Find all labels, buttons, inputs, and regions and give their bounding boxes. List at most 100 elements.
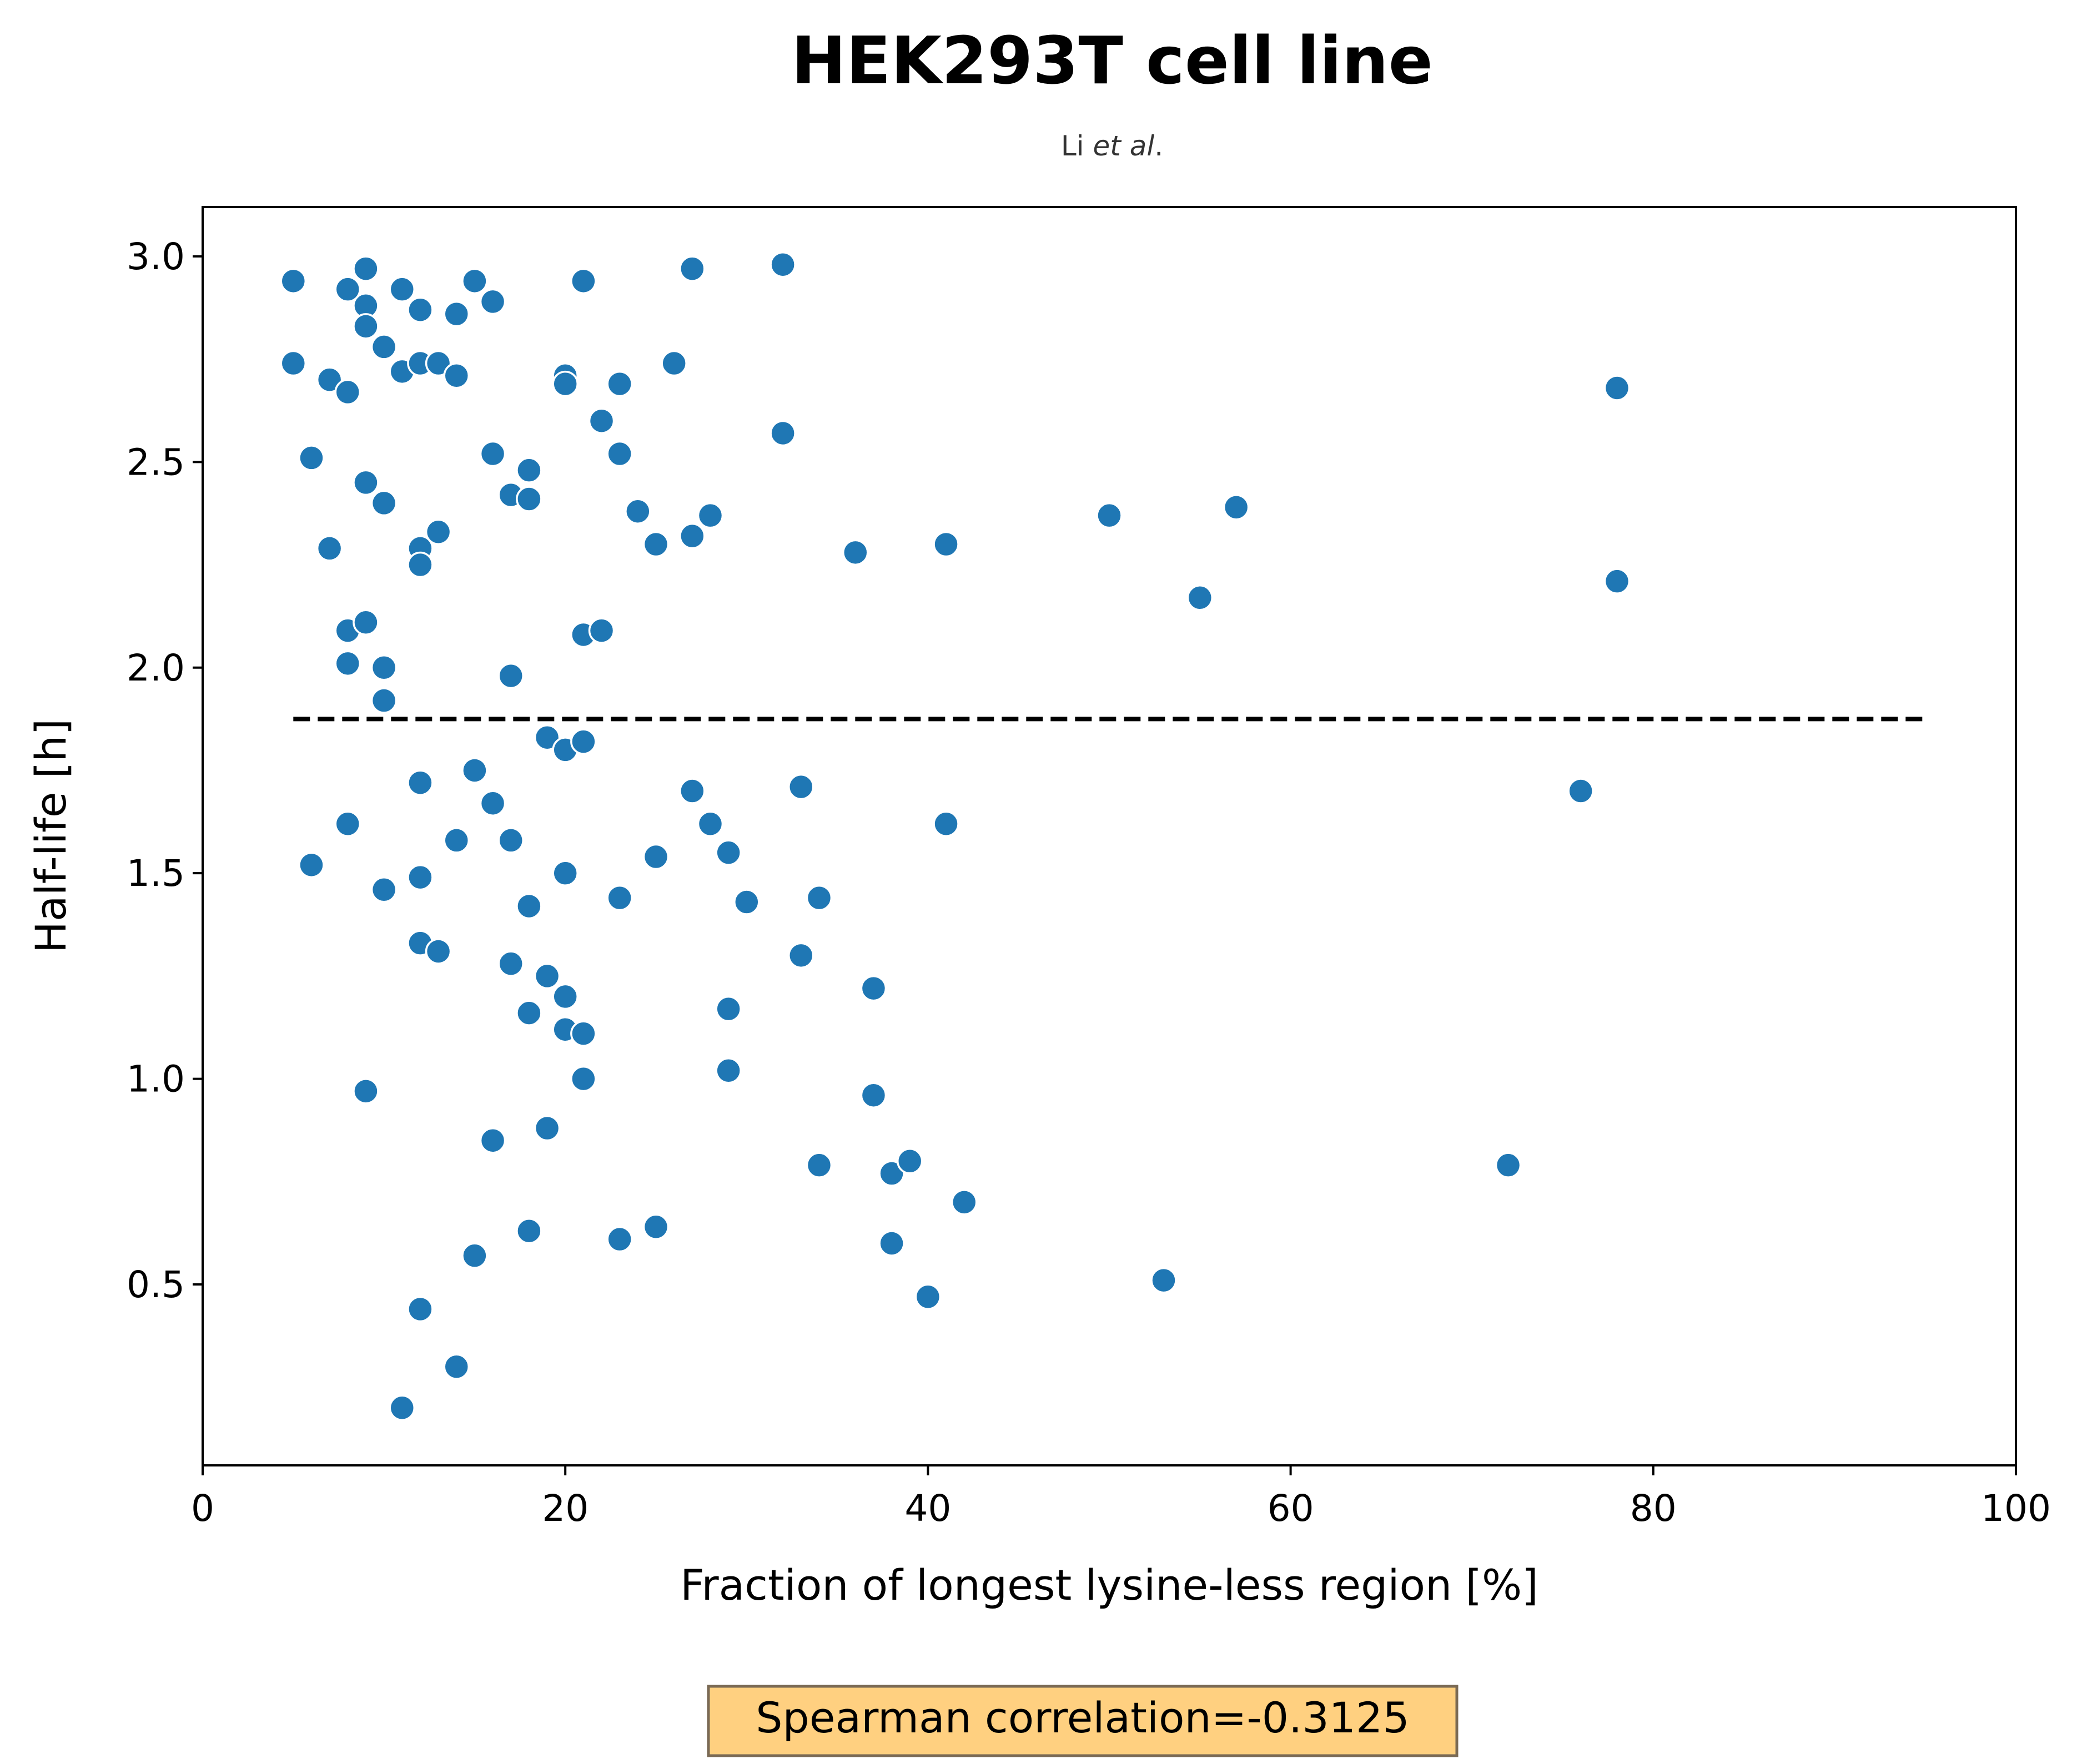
data-point bbox=[679, 778, 706, 804]
data-point bbox=[1150, 1267, 1177, 1294]
data-point bbox=[1096, 502, 1123, 529]
chart-title: HEK293T cell line bbox=[791, 22, 1433, 99]
subtitle-et-al: et al bbox=[1093, 130, 1154, 162]
data-point bbox=[534, 724, 561, 751]
data-point bbox=[642, 1213, 670, 1241]
data-point bbox=[534, 1115, 561, 1142]
data-point bbox=[370, 654, 398, 681]
data-point bbox=[389, 276, 416, 303]
annotation-box bbox=[707, 1685, 1459, 1757]
data-point bbox=[316, 366, 343, 393]
data-point bbox=[516, 1000, 542, 1026]
data-point bbox=[497, 827, 524, 854]
data-point bbox=[280, 268, 307, 295]
data-point bbox=[552, 860, 579, 886]
data-point bbox=[570, 728, 597, 755]
data-point bbox=[479, 440, 506, 467]
x-axis-ticks: 0 20 40 60 80 100 bbox=[191, 1465, 2051, 1530]
data-point bbox=[788, 942, 814, 969]
data-points bbox=[280, 251, 1631, 1422]
data-point bbox=[353, 609, 379, 636]
plot-frame bbox=[202, 206, 2017, 1466]
x-tick-label: 80 bbox=[1630, 1487, 1677, 1530]
data-point bbox=[353, 313, 379, 340]
data-point bbox=[461, 757, 488, 784]
data-point bbox=[570, 1065, 597, 1092]
data-point bbox=[715, 1057, 742, 1084]
data-point bbox=[353, 255, 379, 282]
data-point bbox=[353, 1078, 379, 1105]
data-point bbox=[334, 379, 361, 406]
data-point bbox=[334, 810, 361, 838]
data-point bbox=[1223, 494, 1250, 521]
correlation-annotation: Spearman correlation=-0.3125 bbox=[707, 1685, 1459, 1757]
data-point bbox=[1603, 375, 1631, 401]
data-point bbox=[806, 1152, 833, 1178]
data-point bbox=[461, 1242, 488, 1269]
data-point bbox=[334, 650, 361, 677]
data-point bbox=[370, 876, 398, 903]
data-point bbox=[588, 617, 615, 644]
y-tick-label: 0.5 bbox=[127, 1263, 185, 1306]
data-point bbox=[298, 445, 325, 471]
data-point bbox=[497, 950, 524, 977]
data-point bbox=[860, 975, 887, 1002]
x-tick-label: 40 bbox=[904, 1487, 951, 1530]
data-point bbox=[697, 810, 724, 838]
data-point bbox=[479, 288, 506, 315]
data-point bbox=[516, 893, 542, 920]
data-point bbox=[407, 296, 434, 323]
data-point bbox=[896, 1148, 923, 1175]
data-point bbox=[443, 362, 470, 389]
data-point bbox=[334, 276, 361, 303]
x-tick-label: 20 bbox=[542, 1487, 589, 1530]
data-point bbox=[733, 889, 760, 915]
data-point bbox=[625, 498, 651, 525]
subtitle-author: Li bbox=[1061, 130, 1093, 162]
data-point bbox=[425, 350, 452, 377]
data-point bbox=[788, 773, 814, 800]
x-tick-label: 100 bbox=[1981, 1487, 2051, 1530]
data-point bbox=[642, 843, 670, 870]
data-point bbox=[461, 268, 488, 295]
data-point bbox=[661, 350, 687, 377]
data-point bbox=[516, 1217, 542, 1244]
data-point bbox=[679, 255, 706, 282]
data-point bbox=[407, 1296, 434, 1323]
data-point bbox=[606, 440, 633, 467]
data-point bbox=[570, 1020, 597, 1047]
data-point bbox=[697, 502, 724, 529]
y-axis-label: Half-life [h] bbox=[26, 719, 76, 953]
data-point bbox=[878, 1160, 905, 1187]
data-point bbox=[370, 490, 398, 517]
data-point bbox=[1567, 778, 1594, 804]
data-point bbox=[280, 350, 307, 377]
data-point bbox=[588, 407, 615, 434]
chart-subtitle: Li et al. bbox=[1061, 130, 1163, 162]
data-point bbox=[407, 551, 434, 578]
data-point bbox=[933, 531, 959, 558]
data-point bbox=[715, 839, 742, 866]
data-point bbox=[370, 334, 398, 360]
data-point bbox=[407, 864, 434, 891]
data-point bbox=[860, 1082, 887, 1108]
data-point bbox=[425, 518, 452, 546]
y-tick-label: 1.5 bbox=[127, 852, 185, 895]
data-point bbox=[1495, 1152, 1522, 1178]
data-point bbox=[715, 995, 742, 1022]
data-point bbox=[443, 1353, 470, 1380]
data-point bbox=[570, 268, 597, 295]
data-point bbox=[479, 790, 506, 817]
data-point bbox=[552, 370, 579, 397]
data-point bbox=[497, 662, 524, 689]
x-axis-label: Fraction of longest lysine-less region [… bbox=[680, 1560, 1538, 1610]
data-point bbox=[606, 1226, 633, 1253]
data-point bbox=[606, 370, 633, 397]
data-point bbox=[443, 300, 470, 327]
data-point bbox=[316, 535, 343, 562]
data-point bbox=[679, 522, 706, 550]
data-point bbox=[770, 420, 796, 447]
data-point bbox=[389, 1394, 416, 1422]
data-point bbox=[642, 531, 670, 558]
